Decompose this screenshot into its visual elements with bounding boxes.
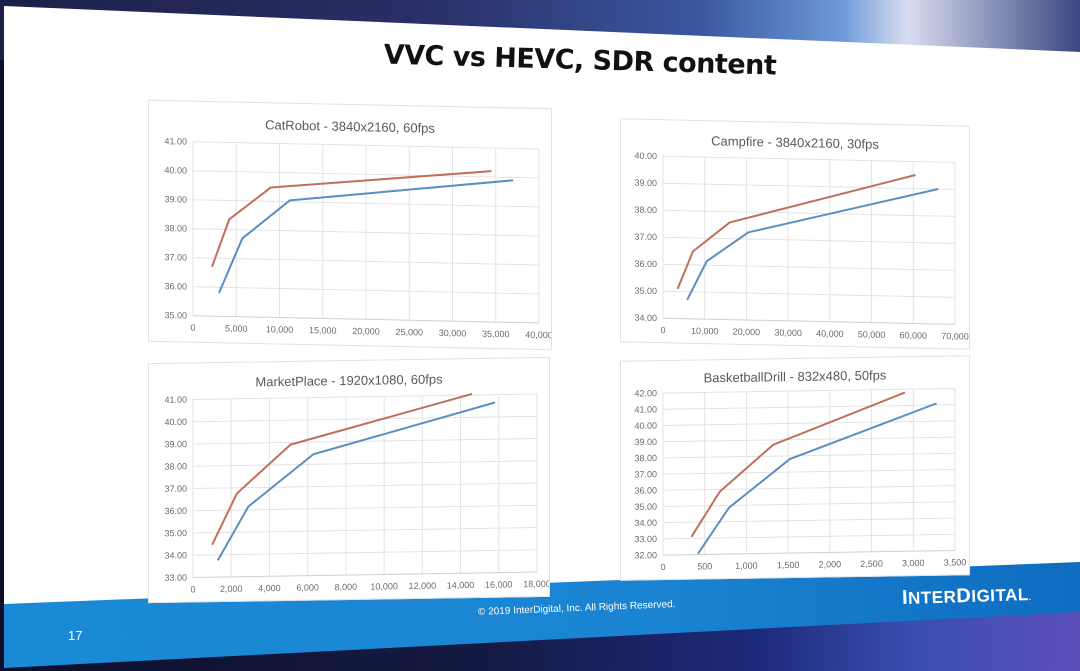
x-tick-label: 16,000 [485,579,513,589]
x-tick-label: 35,000 [482,329,510,340]
series-line-hevc [218,179,514,294]
series-line-hevc [686,188,939,301]
chart-marketplace: 0 2,000 4,000 6,000 8,000 10,000 12,000 14,000 1… [148,356,550,604]
x-tick-label: 8,000 [335,582,358,592]
x-tick-label: 15,000 [309,325,337,336]
series-line-vvc [676,174,916,290]
series-line-vvc [211,170,492,268]
y-tick-label: 41.00 [164,136,187,146]
x-tick-label: 0 [190,323,195,333]
x-tick-label: 30,000 [439,328,467,339]
y-tick-label: 35.00 [634,502,657,512]
y-tick-label: 36.00 [164,506,187,516]
plot-area: 0 500 1,000 1,500 2,000 2,500 3,000 3,500 32.00 3… [634,387,967,572]
y-tick-label: 36.00 [634,485,657,495]
x-tick-label: 2,000 [220,584,243,594]
x-tick-label: 14,000 [447,580,475,590]
x-tick-label: 40,000 [525,330,551,341]
y-tick-label: 42.00 [634,388,657,398]
y-tick-label: 35.00 [164,310,187,320]
y-tick-label: 33.00 [634,534,657,544]
x-tick-label: 1,500 [777,560,800,570]
y-tick-label: 32.00 [634,550,657,560]
x-tick-label: 20,000 [733,327,761,338]
y-tick-label: 39.00 [634,437,657,447]
x-tick-label: 2,000 [819,559,842,569]
x-tick-label: 3,000 [902,558,925,568]
y-tick-label: 39.00 [634,178,657,188]
chart-catrobot: 0 5,000 10,000 15,000 20,000 25,000 30,000 35,0… [148,99,552,351]
x-tick-label: 500 [697,561,712,571]
y-tick-label: 37.00 [164,484,187,494]
series-line-vvc [211,393,473,546]
series-line-vvc [690,391,906,538]
x-tick-label: 40,000 [816,328,844,339]
y-tick-label: 36.00 [634,259,657,269]
x-tick-label: 18,000 [523,579,549,589]
y-tick-label: 37.00 [634,469,657,479]
y-tick-label: 40.00 [634,151,657,161]
y-tick-label: 40.00 [164,417,187,427]
y-tick-label: 38.00 [164,461,187,471]
page-number: 17 [68,628,83,643]
y-tick-label: 41.00 [634,404,657,414]
x-tick-label: 4,000 [258,583,281,593]
series-line-hevc [697,402,937,555]
y-tick-label: 39.00 [164,439,187,449]
y-tick-label: 38.00 [164,223,187,233]
y-tick-label: 39.00 [164,194,187,204]
chart-campfire: 0 10,000 20,000 30,000 40,000 50,000 60,000 70,… [620,118,970,350]
series-line-hevc [216,401,496,561]
y-tick-label: 37.00 [164,252,187,262]
y-tick-label: 38.00 [634,453,657,463]
y-tick-label: 33.00 [164,573,187,583]
x-tick-label: 50,000 [858,329,886,340]
x-tick-label: 60,000 [900,330,928,341]
x-tick-label: 25,000 [395,327,423,338]
x-tick-label: 6,000 [296,582,319,592]
y-tick-label: 34.00 [634,518,657,528]
plot-area: 0 5,000 10,000 15,000 20,000 25,000 30,000 35,0… [164,136,551,341]
x-tick-label: 3,500 [944,557,967,567]
x-tick-label: 70,000 [941,331,969,342]
y-tick-label: 35.00 [164,528,187,538]
y-tick-label: 36.00 [164,281,187,291]
interdigital-logo: INTERDIGITAL. [901,584,1032,610]
x-tick-label: 20,000 [352,326,380,337]
x-tick-label: 0 [660,325,665,335]
y-tick-label: 37.00 [634,232,657,242]
x-tick-label: 5,000 [225,323,248,333]
y-tick-label: 35.00 [634,286,657,296]
x-tick-label: 12,000 [409,581,437,591]
x-tick-label: 10,000 [266,324,294,335]
x-tick-label: 0 [660,562,665,572]
x-tick-label: 10,000 [691,326,719,337]
x-tick-label: 1,000 [735,561,758,571]
x-tick-label: 30,000 [774,328,802,339]
y-tick-label: 41.00 [164,395,187,405]
chart-basketballdrill: 0 500 1,000 1,500 2,000 2,500 3,000 3,500 32.00 3… [620,355,970,581]
y-tick-label: 38.00 [634,205,657,215]
x-tick-label: 2,500 [860,559,883,569]
x-tick-label: 10,000 [370,581,398,591]
x-tick-label: 0 [190,584,195,594]
plot-area: 0 2,000 4,000 6,000 8,000 10,000 12,000 14,000 1… [164,393,549,594]
y-tick-label: 40.00 [164,165,187,175]
y-tick-label: 40.00 [634,421,657,431]
plot-area: 0 10,000 20,000 30,000 40,000 50,000 60,000 70,… [634,151,969,342]
y-tick-label: 34.00 [164,550,187,560]
y-tick-label: 34.00 [634,313,657,323]
